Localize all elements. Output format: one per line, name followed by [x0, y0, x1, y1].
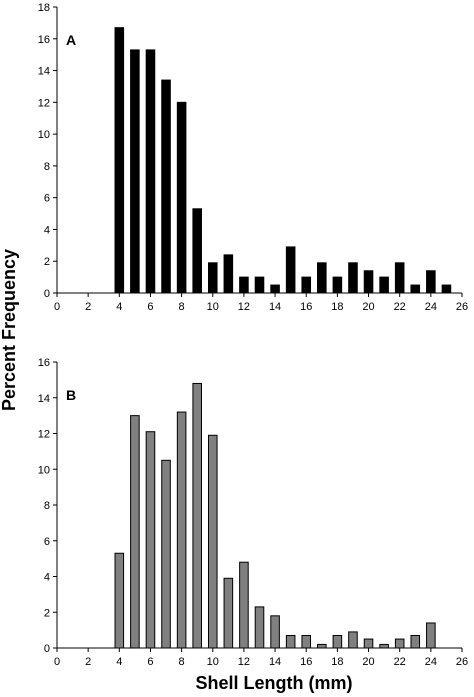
- bar-a-10: [207, 262, 218, 294]
- x-tick-label-a-18: 18: [331, 301, 343, 313]
- x-tick-label-b-4: 4: [116, 656, 122, 668]
- bar-b-21: [379, 643, 389, 649]
- y-tick-label-a-14: 14: [38, 66, 50, 78]
- x-tick-label-a-22: 22: [394, 301, 406, 313]
- x-tick-label-a-20: 20: [362, 301, 374, 313]
- x-tick-label-a-4: 4: [116, 301, 122, 313]
- bar-b-13: [254, 606, 265, 649]
- x-tick-label-a-0: 0: [54, 301, 60, 313]
- panel-label-b: B: [66, 387, 76, 403]
- y-tick-label-a-12: 12: [38, 97, 50, 109]
- bar-b-8: [176, 411, 187, 649]
- bar-a-8: [176, 101, 187, 294]
- bar-a-24: [426, 270, 436, 294]
- bar-a-18: [332, 276, 343, 294]
- bar-b-22: [394, 638, 405, 649]
- bar-a-23: [410, 284, 421, 294]
- x-tick-label-a-12: 12: [238, 301, 250, 313]
- bar-a-9: [192, 208, 202, 294]
- bar-a-19: [348, 262, 358, 294]
- x-tick-label-a-6: 6: [147, 301, 153, 313]
- x-tick-label-b-20: 20: [362, 656, 374, 668]
- x-tick-label-a-8: 8: [179, 301, 185, 313]
- bar-a-25: [441, 284, 452, 294]
- y-tick-label-a-16: 16: [38, 34, 50, 46]
- x-tick-label-a-26: 26: [456, 301, 468, 313]
- bar-a-15: [285, 246, 296, 294]
- bar-b-10: [207, 434, 218, 649]
- y-tick-label-a-18: 18: [38, 2, 50, 14]
- bar-b-17: [317, 643, 327, 649]
- x-tick-label-b-24: 24: [425, 656, 437, 668]
- x-tick-label-b-6: 6: [147, 656, 153, 668]
- bar-b-15: [285, 634, 296, 649]
- bar-a-11: [223, 254, 234, 294]
- bar-b-18: [332, 634, 343, 649]
- x-tick-label-b-8: 8: [179, 656, 185, 668]
- x-tick-label-a-24: 24: [425, 301, 437, 313]
- y-tick-label-a-2: 2: [44, 256, 50, 268]
- y-tick-label-b-10: 10: [38, 464, 50, 476]
- y-tick-label-b-6: 6: [44, 536, 50, 548]
- y-tick-label-a-4: 4: [44, 224, 50, 236]
- y-tick-label-a-10: 10: [38, 129, 50, 141]
- bar-a-5: [130, 49, 140, 294]
- x-tick-label-b-0: 0: [54, 656, 60, 668]
- y-tick-label-b-2: 2: [44, 607, 50, 619]
- x-axis-title: Shell Length (mm): [196, 673, 353, 693]
- bar-a-13: [254, 276, 265, 294]
- panel-label-a: A: [66, 32, 76, 48]
- y-tick-label-b-14: 14: [38, 393, 50, 405]
- bar-b-4: [114, 552, 125, 649]
- bar-a-14: [270, 284, 280, 294]
- y-tick-label-a-6: 6: [44, 193, 50, 205]
- x-tick-label-b-16: 16: [300, 656, 312, 668]
- bar-b-11: [223, 577, 234, 649]
- bar-a-17: [317, 262, 327, 294]
- x-tick-label-a-2: 2: [85, 301, 91, 313]
- bar-b-5: [130, 415, 140, 649]
- bar-b-14: [270, 615, 280, 649]
- bar-b-7: [161, 459, 171, 649]
- x-tick-label-a-10: 10: [207, 301, 219, 313]
- y-tick-label-b-8: 8: [44, 500, 50, 512]
- x-tick-label-a-16: 16: [300, 301, 312, 313]
- bar-b-24: [426, 622, 436, 649]
- y-tick-label-a-8: 8: [44, 161, 50, 173]
- bar-a-6: [145, 49, 156, 294]
- bar-a-20: [363, 270, 374, 294]
- bar-b-16: [301, 634, 312, 649]
- x-tick-label-b-14: 14: [269, 656, 281, 668]
- y-tick-label-b-4: 4: [44, 572, 50, 584]
- bar-a-4: [114, 27, 125, 294]
- bar-b-20: [363, 638, 374, 649]
- x-tick-label-b-22: 22: [394, 656, 406, 668]
- x-tick-label-b-26: 26: [456, 656, 468, 668]
- x-tick-label-b-10: 10: [207, 656, 219, 668]
- y-axis-title: Percent Frequency: [0, 249, 19, 411]
- bar-a-16: [301, 276, 312, 294]
- y-tick-label-b-12: 12: [38, 429, 50, 441]
- bar-b-23: [410, 634, 421, 649]
- bar-a-12: [239, 276, 249, 294]
- y-tick-label-a-0: 0: [44, 288, 50, 300]
- bar-a-22: [394, 262, 405, 294]
- x-tick-label-b-18: 18: [331, 656, 343, 668]
- bar-a-7: [161, 79, 171, 294]
- y-tick-label-b-16: 16: [38, 357, 50, 369]
- x-tick-label-b-2: 2: [85, 656, 91, 668]
- x-tick-label-a-14: 14: [269, 301, 281, 313]
- x-tick-label-b-12: 12: [238, 656, 250, 668]
- bar-b-19: [348, 631, 358, 649]
- bar-a-21: [379, 276, 389, 294]
- bar-b-6: [145, 431, 156, 649]
- bar-b-9: [192, 382, 202, 649]
- bar-b-12: [239, 561, 249, 649]
- y-tick-label-b-0: 0: [44, 643, 50, 655]
